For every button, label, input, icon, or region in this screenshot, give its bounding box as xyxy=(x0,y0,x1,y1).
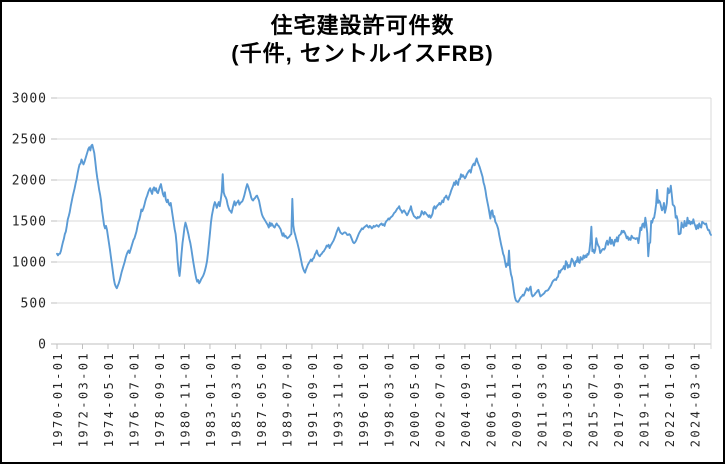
x-axis-tick-label: 1978-09-01 xyxy=(153,351,167,447)
x-axis-tick-label: 1991-09-01 xyxy=(306,351,320,447)
x-axis-tick-label: 1980-11-01 xyxy=(178,351,192,447)
x-axis-tick-label: 2024-03-01 xyxy=(688,351,702,447)
y-axis-tick-label: 2500 xyxy=(12,133,47,148)
x-axis-tick-label: 2000-05-01 xyxy=(408,351,422,447)
x-axis-tick-label: 2002-07-01 xyxy=(433,351,447,447)
x-axis-tick-label: 1983-01-01 xyxy=(204,351,218,447)
x-axis-tick-label: 1989-07-01 xyxy=(280,351,294,447)
chart-title-line2: (千件, セントルイスFRB) xyxy=(231,41,494,66)
x-axis-tick-label: 1985-03-01 xyxy=(229,351,243,447)
y-axis-tick-label: 3000 xyxy=(12,92,47,107)
y-axis-tick-label: 0 xyxy=(38,338,47,353)
x-axis-tick-label: 1987-05-01 xyxy=(255,351,269,447)
x-axis-tick-label: 2009-01-01 xyxy=(510,351,524,447)
y-axis-tick-label: 2000 xyxy=(12,174,47,189)
y-axis-tick-label: 1500 xyxy=(12,215,47,230)
x-axis-tick-label: 1976-07-01 xyxy=(127,351,141,447)
x-axis-tick-label: 1998-03-01 xyxy=(382,351,396,447)
y-axis-tick-label: 1000 xyxy=(12,256,47,271)
x-axis-tick-label: 2019-11-01 xyxy=(637,351,651,447)
x-axis-tick-label: 2015-07-01 xyxy=(586,351,600,447)
chart-title: 住宅建設許可件数 (千件, セントルイスFRB) xyxy=(2,12,723,68)
x-axis-tick-label: 1972-03-01 xyxy=(76,351,90,447)
x-axis-tick-label: 1996-01-01 xyxy=(357,351,371,447)
chart-title-line1: 住宅建設許可件数 xyxy=(270,13,455,38)
y-axis-tick-label: 500 xyxy=(21,297,47,312)
x-axis-tick-label: 2022-01-01 xyxy=(663,351,677,447)
x-axis-tick-label: 2013-05-01 xyxy=(561,351,575,447)
x-axis-tick-label: 2006-11-01 xyxy=(484,351,498,447)
x-axis-tick-label: 2004-09-01 xyxy=(459,351,473,447)
x-axis-tick-label: 1974-05-01 xyxy=(102,351,116,447)
x-axis-tick-label: 1970-01-01 xyxy=(51,351,65,447)
x-axis-tick-label: 2017-09-01 xyxy=(612,351,626,447)
x-axis-tick-label: 2011-03-01 xyxy=(535,351,549,447)
permits-data-line xyxy=(56,143,712,303)
x-axis-tick-label: 1993-11-01 xyxy=(331,351,345,447)
